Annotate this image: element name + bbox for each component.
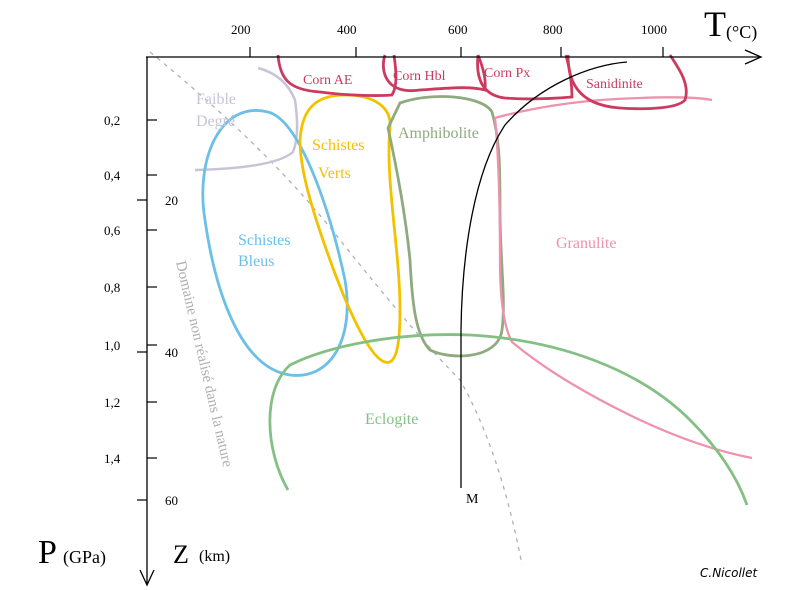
depth-tick-label: 40 — [165, 345, 178, 360]
faible-degre-label-line1: Faible — [196, 91, 236, 108]
pressure-tick-label: 1,4 — [104, 451, 121, 466]
pressure-axis-symbol: P — [38, 534, 57, 571]
domaine-non-realise-label: Domaine non réalisé dans la nature — [172, 259, 235, 469]
eclogite-boundary — [268, 333, 749, 506]
granulite-label: Granulite — [556, 235, 616, 252]
depth-axis-symbol: Z — [173, 540, 189, 569]
granulite-boundary — [493, 117, 753, 460]
schistes-verts-label-line1: Schistes — [312, 137, 364, 154]
depth-axis-unit: (km) — [199, 548, 230, 565]
pressure-axis-unit: (GPa) — [63, 547, 106, 568]
temperature-ticks — [249, 47, 664, 57]
amphibolite-label: Amphibolite — [398, 125, 479, 142]
corn-px-label: Corn Px — [484, 66, 530, 81]
schistes-bleus-boundary — [201, 109, 349, 377]
amphibolite-boundary — [386, 95, 505, 358]
pressure-tick-label: 1,2 — [104, 395, 120, 410]
pressure-tick-label: 0,4 — [104, 168, 121, 183]
author-credit: C.Nicollet — [700, 566, 758, 580]
eclogite-label: Eclogite — [365, 411, 418, 428]
temperature-tick-label: 200 — [231, 22, 251, 37]
temperature-axis-unit: (°C) — [726, 22, 757, 43]
corn-ae-label: Corn AE — [303, 73, 352, 88]
temperature-tick-label: 400 — [337, 22, 357, 37]
corn-ae-boundary — [276, 54, 398, 97]
corn-hbl-boundary — [381, 54, 487, 93]
schistes-verts-boundary — [298, 93, 402, 364]
schistes-bleus-label-line1: Schistes — [238, 232, 290, 249]
corn-hbl-label: Corn Hbl — [393, 69, 446, 84]
schistes-verts-label-line2: Verts — [318, 165, 351, 182]
melting-curve — [460, 61, 628, 488]
pressure-tick-label: 0,6 — [104, 223, 121, 238]
pressure-axis-arrowhead — [139, 569, 155, 587]
temperature-axis-symbol: T — [704, 4, 726, 44]
pressure-tick-label: 0,8 — [104, 280, 120, 295]
pressure-ticks — [147, 119, 157, 459]
temperature-tick-label: 1000 — [641, 22, 667, 37]
granulite-top-boundary — [494, 96, 713, 120]
schistes-bleus-label-line2: Bleus — [238, 253, 274, 270]
sanidinite-boundary — [566, 54, 688, 111]
temperature-tick-label: 600 — [448, 22, 468, 37]
depth-tick-label: 20 — [165, 193, 178, 208]
pressure-tick-label: 0,2 — [104, 113, 120, 128]
temperature-tick-label: 800 — [543, 22, 563, 37]
faible-degre-label-line2: Degré — [196, 113, 235, 130]
pressure-tick-label: 1,0 — [104, 338, 120, 353]
temperature-axis-arrowhead — [744, 49, 763, 65]
depth-ticks — [137, 199, 147, 501]
melting-curve-label: M — [466, 492, 479, 507]
sanidinite-label: Sanidinite — [586, 77, 643, 92]
depth-tick-label: 60 — [165, 493, 178, 508]
